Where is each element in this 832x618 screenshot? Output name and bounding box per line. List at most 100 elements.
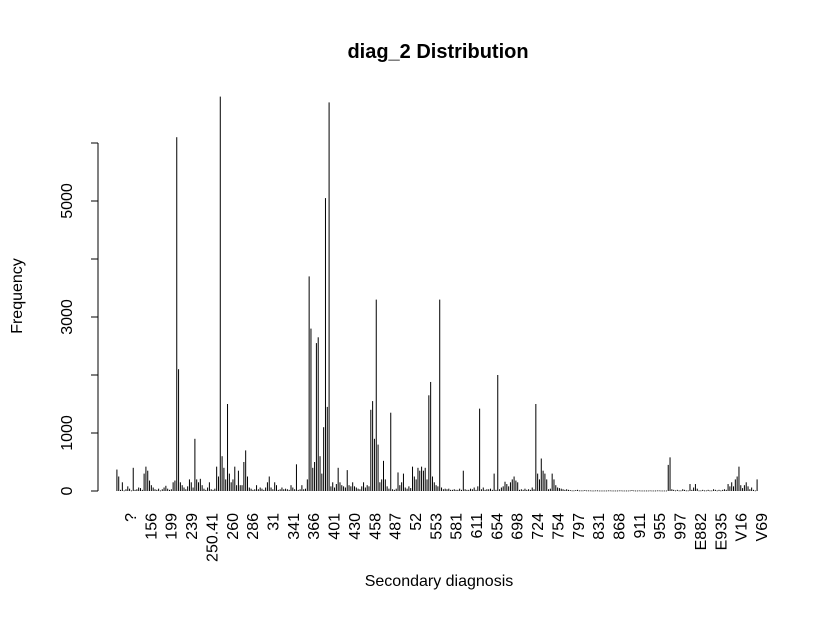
bar <box>426 479 428 491</box>
bar <box>664 490 666 492</box>
bar <box>245 450 247 491</box>
bar <box>241 485 243 491</box>
bar <box>303 489 305 491</box>
bar <box>176 137 178 491</box>
bar <box>704 490 705 492</box>
bar <box>673 489 675 491</box>
bar <box>490 488 491 491</box>
x-axis-label: Secondary diagnosis <box>365 573 514 590</box>
bar <box>261 488 263 491</box>
bar <box>756 479 758 491</box>
bar <box>493 473 495 491</box>
bar <box>259 487 261 491</box>
bar <box>678 490 680 492</box>
bar <box>397 472 399 491</box>
bar <box>230 482 232 491</box>
bar <box>676 489 678 491</box>
x-tick-label: 654 <box>489 513 506 540</box>
bar <box>276 485 277 491</box>
x-tick-label: 239 <box>184 513 201 540</box>
bar <box>210 489 212 491</box>
bar <box>404 487 406 491</box>
bar <box>348 485 350 491</box>
bar <box>638 490 640 492</box>
x-tick-label: E882 <box>693 513 710 550</box>
bar <box>713 489 715 491</box>
bar <box>334 487 336 491</box>
bar <box>557 487 559 491</box>
bar <box>616 490 618 492</box>
x-tick-label: 52 <box>408 513 425 531</box>
bar <box>121 482 123 491</box>
bar <box>645 490 647 492</box>
bar <box>377 444 379 491</box>
x-tick-label: V16 <box>734 513 751 542</box>
bar <box>484 489 486 491</box>
bar <box>192 487 194 491</box>
bar <box>655 490 657 492</box>
bar <box>321 473 323 491</box>
bar <box>232 479 234 491</box>
bar <box>615 490 617 492</box>
bar <box>118 476 120 491</box>
bar <box>711 490 713 492</box>
bar <box>430 381 432 491</box>
bar <box>372 401 374 491</box>
bar <box>257 489 259 491</box>
bar <box>722 489 724 491</box>
bar <box>499 489 501 491</box>
bar <box>353 486 355 491</box>
bar <box>198 482 200 491</box>
bar <box>519 489 521 491</box>
bar <box>752 489 754 491</box>
bar <box>707 489 709 491</box>
bar <box>428 395 430 491</box>
bar <box>359 489 361 491</box>
bar <box>598 490 600 492</box>
bar <box>326 406 328 491</box>
bar <box>729 486 731 491</box>
bar <box>542 470 544 491</box>
bar <box>742 488 744 491</box>
bar <box>435 485 437 491</box>
x-tick-label: 401 <box>327 513 344 540</box>
bar <box>286 489 288 491</box>
x-tick-label: 286 <box>245 513 262 540</box>
bar <box>441 487 443 491</box>
bar <box>513 476 515 491</box>
bar <box>743 485 745 491</box>
bar <box>138 487 140 491</box>
bar <box>702 489 704 491</box>
bar <box>274 482 276 491</box>
y-axis-label: Frequency <box>9 258 26 334</box>
bar <box>731 482 733 491</box>
bar <box>497 375 499 491</box>
x-tick-label: ? <box>123 513 140 522</box>
bar <box>370 409 372 491</box>
bar <box>368 486 370 491</box>
bar <box>170 489 172 491</box>
bar <box>635 490 637 492</box>
bar <box>651 490 653 492</box>
x-tick-label: 31 <box>266 513 283 531</box>
bar <box>538 479 540 491</box>
bar <box>669 457 671 491</box>
bar <box>693 487 695 491</box>
bar <box>384 479 386 491</box>
bar <box>415 479 417 491</box>
bar <box>482 487 484 491</box>
bar <box>656 490 658 492</box>
bar <box>714 489 716 491</box>
bar <box>526 489 528 491</box>
bar <box>199 478 201 491</box>
bar <box>272 489 274 491</box>
bar <box>422 470 424 491</box>
bars <box>116 96 758 492</box>
y-tick-label: 0 <box>59 486 76 495</box>
bar <box>698 490 700 492</box>
bar <box>564 489 566 491</box>
bar <box>401 482 403 491</box>
x-tick-label: 754 <box>551 513 568 540</box>
bar <box>150 485 152 491</box>
bar <box>716 490 718 492</box>
